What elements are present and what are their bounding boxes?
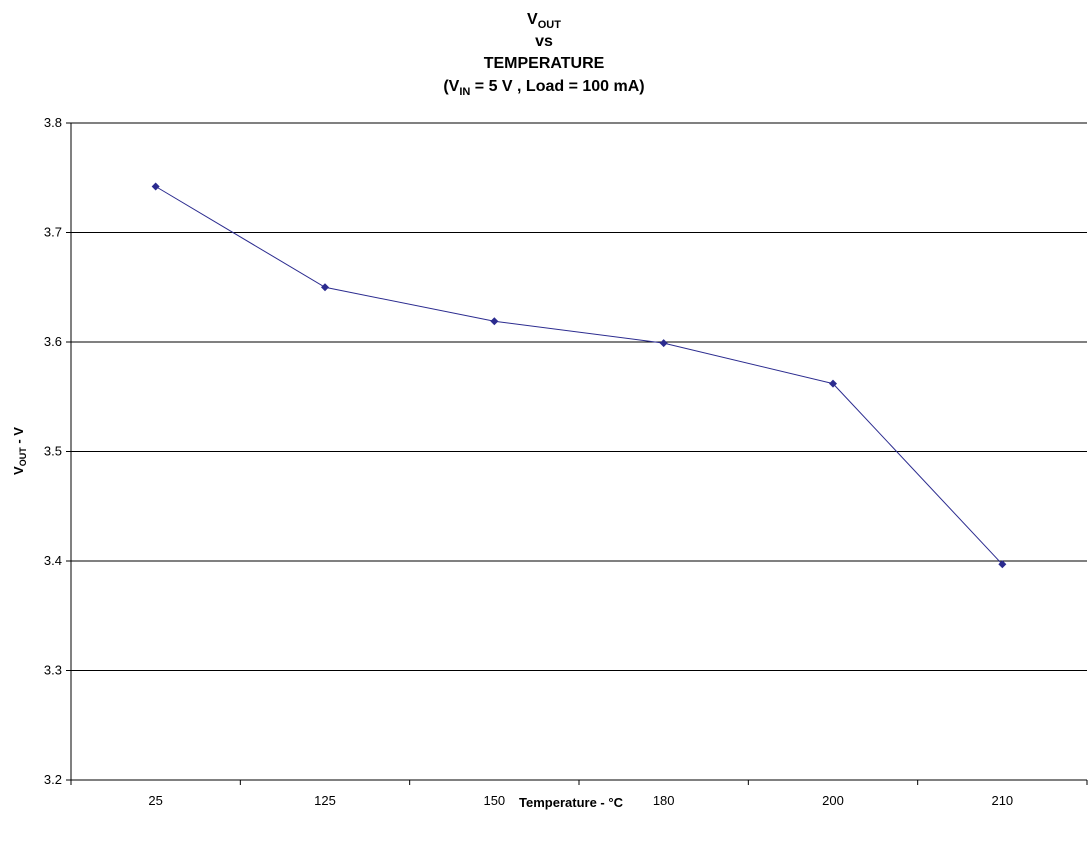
y-tick-labels: 3.2 3.3 3.4 3.5 3.6 3.7 3.8 xyxy=(44,115,62,787)
chart-title-line2: vs xyxy=(535,33,553,50)
x-tick-label: 25 xyxy=(148,793,162,808)
y-tick-label: 3.5 xyxy=(44,444,62,459)
data-point-marker xyxy=(321,283,329,292)
data-point-marker xyxy=(998,560,1007,569)
title-in-sub: IN xyxy=(459,86,470,98)
chart-title-line3: TEMPERATURE xyxy=(484,55,605,72)
y-tick-label: 3.8 xyxy=(44,115,62,130)
y-axis-title: VOUT - V xyxy=(11,427,28,475)
title-v: V xyxy=(527,11,538,28)
ylabel-v: V xyxy=(11,466,26,475)
data-point-marker xyxy=(659,339,668,348)
chart-title-line1: VOUT xyxy=(527,11,561,31)
axes xyxy=(66,122,1088,785)
y-tick-label: 3.7 xyxy=(44,225,62,240)
y-tick-label: 3.4 xyxy=(44,553,62,568)
x-tick-label: 125 xyxy=(314,793,336,808)
x-tick-labels: 25 125 150 180 200 210 xyxy=(148,793,1013,808)
title-out-sub: OUT xyxy=(538,19,562,31)
title-vin-open: (V xyxy=(443,78,459,95)
data-point-marker xyxy=(151,182,160,191)
gridlines xyxy=(71,122,1087,671)
series-line-path xyxy=(155,186,1003,565)
x-tick-label: 180 xyxy=(653,793,675,808)
title-vin-rest: = 5 V , Load = 100 mA) xyxy=(470,78,644,95)
y-tick-label: 3.3 xyxy=(44,663,62,678)
chart-title-line4: (VIN = 5 V , Load = 100 mA) xyxy=(443,78,644,98)
x-tick-label: 200 xyxy=(822,793,844,808)
x-tick-label: 150 xyxy=(483,793,505,808)
data-point-marker xyxy=(829,379,837,388)
ylabel-rest: - V xyxy=(11,427,26,448)
series-line xyxy=(151,182,1007,569)
x-axis-title: Temperature - °C xyxy=(519,795,624,810)
y-tick-label: 3.6 xyxy=(44,334,62,349)
ylabel-out-sub: OUT xyxy=(18,447,28,467)
x-tick-label: 210 xyxy=(991,793,1013,808)
data-point-marker xyxy=(490,317,499,326)
y-tick-label: 3.2 xyxy=(44,772,62,787)
